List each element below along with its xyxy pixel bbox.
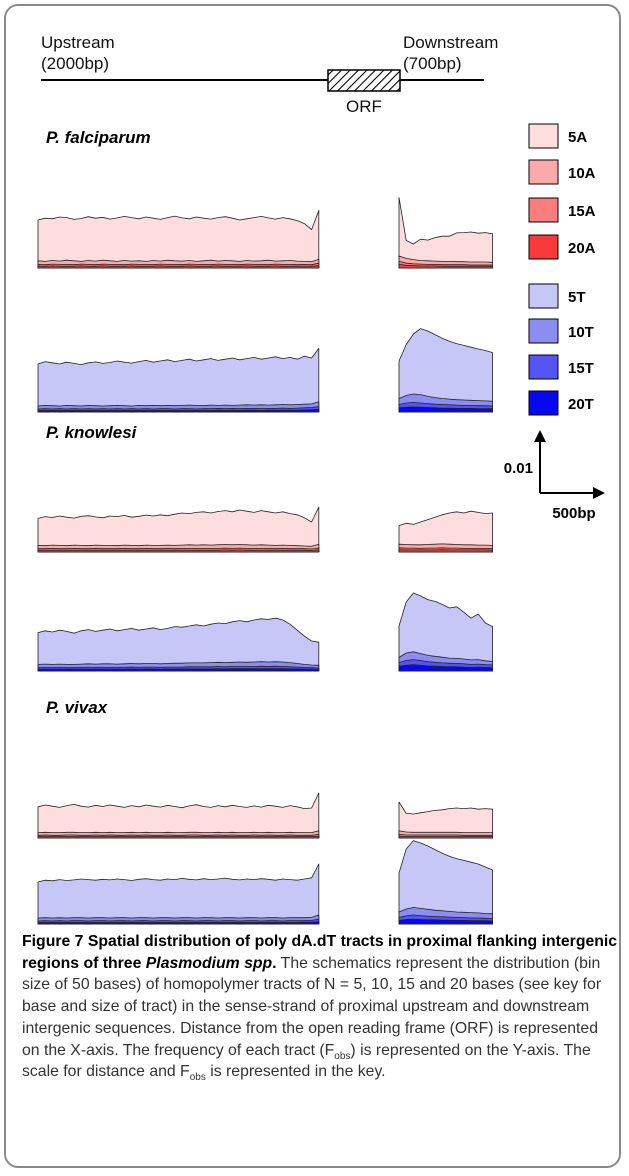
figure-frame: Upstream (2000bp) Downstream (700bp) ORF… [4, 4, 621, 1168]
panel-0-T-upstream [37, 348, 320, 413]
orf-label: ORF [346, 97, 382, 116]
area-20T-upstream [37, 921, 320, 925]
panel-0-A-upstream [37, 210, 320, 269]
legend-swatch-5A [528, 123, 559, 149]
area-20A-downstream [398, 549, 493, 553]
area-20A-upstream [37, 835, 320, 839]
legend-swatch-10A [528, 159, 559, 185]
area-20A-downstream [398, 835, 493, 839]
area-20T-downstream [398, 406, 493, 413]
panel-1-A-downstream [398, 510, 493, 553]
panel-1-A-upstream [37, 506, 320, 553]
legend-label-5A: 5A [568, 129, 587, 146]
area-20A-upstream [37, 265, 320, 269]
area-5T-downstream [398, 840, 493, 925]
gene-schematic: Upstream (2000bp) Downstream (700bp) ORF [41, 33, 498, 116]
area-20A-upstream [37, 549, 320, 553]
legend-swatch-20T [528, 390, 559, 416]
area-20T-upstream [37, 668, 320, 672]
legend-swatch-20A [528, 234, 559, 260]
upstream-length-label: (2000bp) [41, 54, 109, 73]
caption-body-3: is represented in the key. [205, 1063, 386, 1081]
x-scale-label: 500bp [552, 505, 595, 522]
area-20T-downstream [398, 918, 493, 925]
panel-1-T-downstream [398, 592, 493, 672]
x-scale-arrow-icon [593, 487, 605, 499]
downstream-length-label: (700bp) [403, 54, 462, 73]
legend-label-15T: 15T [568, 360, 594, 377]
area-5T-upstream [37, 863, 320, 925]
caption-figure-label: Figure 7 [22, 933, 84, 950]
upstream-label: Upstream [41, 33, 115, 52]
panel-2-A-downstream [398, 801, 493, 839]
legend-label-15A: 15A [568, 203, 596, 220]
area-5A-upstream [37, 210, 320, 269]
caption-title-genus: Plasmodium spp [145, 954, 273, 972]
area-5T-upstream [37, 617, 320, 672]
orf-box [327, 69, 401, 92]
panel-2-T-downstream [398, 840, 493, 925]
legend: 5A 10A 15A 20A 5T 10T 15T 20T [528, 123, 596, 416]
legend-label-20T: 20T [568, 396, 594, 413]
figure-panel: Upstream (2000bp) Downstream (700bp) ORF… [37, 33, 605, 925]
caption-sub-obs: obs [334, 1050, 351, 1062]
area-plots [37, 197, 493, 925]
panel-2-T-upstream [37, 863, 320, 925]
panel-0-A-downstream [398, 197, 493, 269]
legend-label-10T: 10T [568, 324, 594, 341]
area-5A-downstream [398, 510, 493, 553]
area-5A-downstream [398, 801, 493, 839]
caption-sub-obs-2: obs [189, 1072, 206, 1084]
y-scale-label: 0.01 [504, 460, 533, 477]
area-5T-downstream [398, 328, 493, 413]
scale-key: 0.01 500bp [504, 430, 605, 522]
legend-label-5T: 5T [568, 289, 586, 306]
panel-1-T-upstream [37, 617, 320, 672]
area-20T-upstream [37, 408, 320, 413]
area-5A-upstream [37, 506, 320, 553]
downstream-label: Downstream [403, 33, 498, 52]
caption-body: The schematics represent the distributio… [22, 954, 602, 1059]
caption-title: Spatial distribution of poly dA.dT tract… [22, 933, 618, 972]
caption-body-2: ) is represented on the Y-axis. The scal… [22, 1041, 591, 1081]
panel-0-T-downstream [398, 328, 493, 413]
legend-label-10A: 10A [568, 165, 596, 182]
figure-caption: Figure 7 Spatial distribution of poly dA… [22, 931, 618, 1083]
panel-2-A-upstream [37, 792, 320, 839]
species-title-falciparum: P. falciparum [46, 128, 151, 147]
legend-swatch-15A [528, 197, 559, 223]
area-20T-downstream [398, 664, 493, 672]
legend-label-20A: 20A [568, 240, 596, 257]
area-5T-upstream [37, 348, 320, 413]
legend-swatch-10T [528, 318, 559, 344]
area-5T-downstream [398, 592, 493, 672]
area-5A-upstream [37, 792, 320, 839]
species-title-knowlesi: P. knowlesi [46, 423, 138, 442]
species-title-vivax: P. vivax [46, 698, 109, 717]
area-20A-downstream [398, 264, 493, 269]
caption-title-end: . [272, 954, 277, 972]
y-scale-arrow-icon [534, 430, 546, 442]
area-5A-downstream [398, 197, 493, 269]
legend-swatch-15T [528, 354, 559, 380]
legend-swatch-5T [528, 283, 559, 309]
